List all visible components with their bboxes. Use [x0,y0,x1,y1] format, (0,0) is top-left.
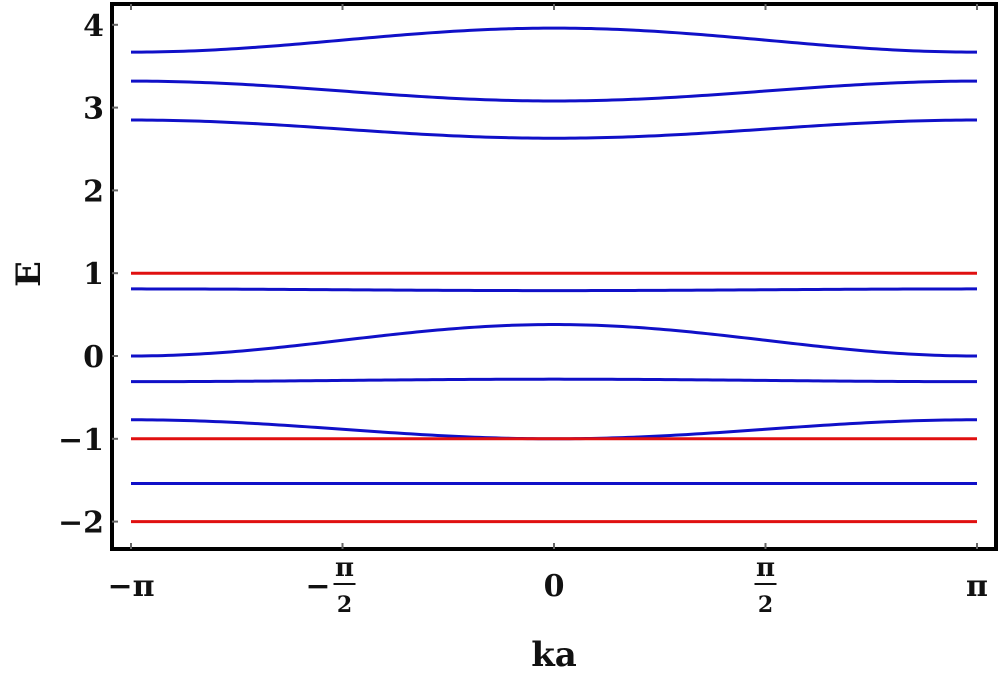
y-tick-label: 2 [83,174,104,209]
x-tick-label: −π 2 [305,553,356,618]
band-line-8 [131,418,977,441]
series-layer [130,26,978,524]
band-line-6 [130,323,978,358]
band-line-7 [131,377,977,384]
x-tick-label: π2 [754,553,777,618]
band-line-2 [130,79,978,103]
band-line-1 [130,26,978,54]
x-tick-sign: − [305,569,330,604]
band-line-3 [130,118,978,140]
x-tick-numerator: π [335,553,354,583]
y-tick-label: 4 [83,9,104,44]
y-tick-label: 0 [83,340,104,375]
y-tick-label: −2 [58,506,104,541]
x-tick-label: π [966,569,988,604]
y-axis-title: E [9,261,49,287]
y-tick-label: 1 [83,257,104,292]
x-tick-label: 0 [544,569,565,604]
x-tick-numerator: π [756,553,775,583]
x-tick-denominator: 2 [758,592,773,618]
band-line-5 [131,287,977,293]
x-tick-denominator: 2 [337,592,352,618]
tick-layer [112,4,978,549]
x-tick-label: −π [107,569,154,604]
x-axis-title: ka [531,635,577,675]
y-tick-label: 3 [83,92,104,127]
y-tick-label: −1 [58,423,104,458]
